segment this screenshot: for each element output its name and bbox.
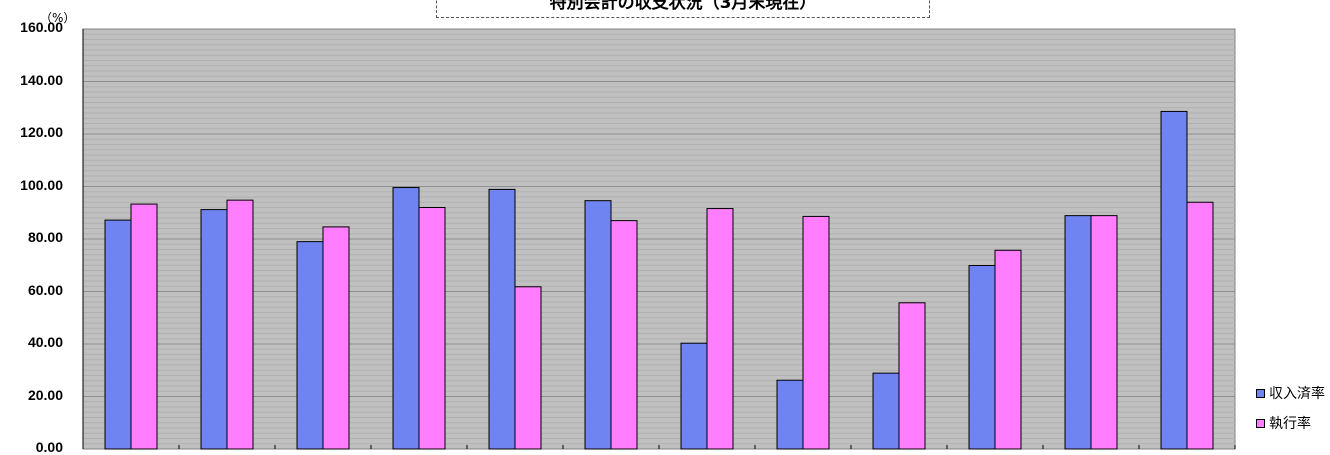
bar-income-rate [392,187,420,450]
y-tick-label: 20.00 [27,386,63,403]
bar-income-rate [104,219,132,450]
y-tick-label: 140.00 [20,71,63,88]
bar-execution-rate [418,207,446,450]
y-tick-label: 0.00 [35,439,63,455]
bar-income-rate [776,379,804,450]
bar-income-rate [488,188,516,450]
bar-execution-rate [514,286,542,450]
y-tick-label: 120.00 [20,124,63,140]
bar-income-rate [1160,110,1188,450]
y-tick-label: 80.00 [27,229,63,245]
bar-execution-rate [706,208,734,450]
y-tick-label: 40.00 [27,334,63,350]
bar-income-rate [680,342,708,450]
bar-execution-rate [1090,215,1118,450]
bar-execution-rate [130,203,158,450]
bar-income-rate [584,200,612,450]
legend-item-execution-rate: 執行率 [1256,413,1325,433]
bar-execution-rate [322,226,350,450]
bar-income-rate [296,241,324,450]
bar-income-rate [1064,215,1092,450]
y-axis-unit: （%） [40,11,76,25]
bar-execution-rate [226,199,254,450]
bar-income-rate [200,209,228,450]
y-tick-label: 100.00 [20,176,63,193]
legend: 収入済率 執行率 [1256,383,1325,443]
bar-income-rate [968,265,996,450]
bar-execution-rate [898,302,926,450]
bar-execution-rate [610,220,638,450]
y-tick-label: 160.00 [20,19,63,35]
bar-execution-rate [1186,201,1214,450]
bar-execution-rate [802,215,830,450]
legend-swatch-execution-rate [1256,418,1265,428]
legend-item-income-rate: 収入済率 [1256,383,1325,403]
legend-label-income-rate: 収入済率 [1269,386,1325,402]
legend-label-execution-rate: 執行率 [1269,416,1311,432]
y-tick-label: 60.00 [27,281,63,298]
bar-execution-rate [994,249,1022,450]
chart-title: 特別会計の収支状況（3月末現在） [436,0,930,18]
legend-swatch-income-rate [1256,388,1265,398]
bar-income-rate [872,372,900,450]
